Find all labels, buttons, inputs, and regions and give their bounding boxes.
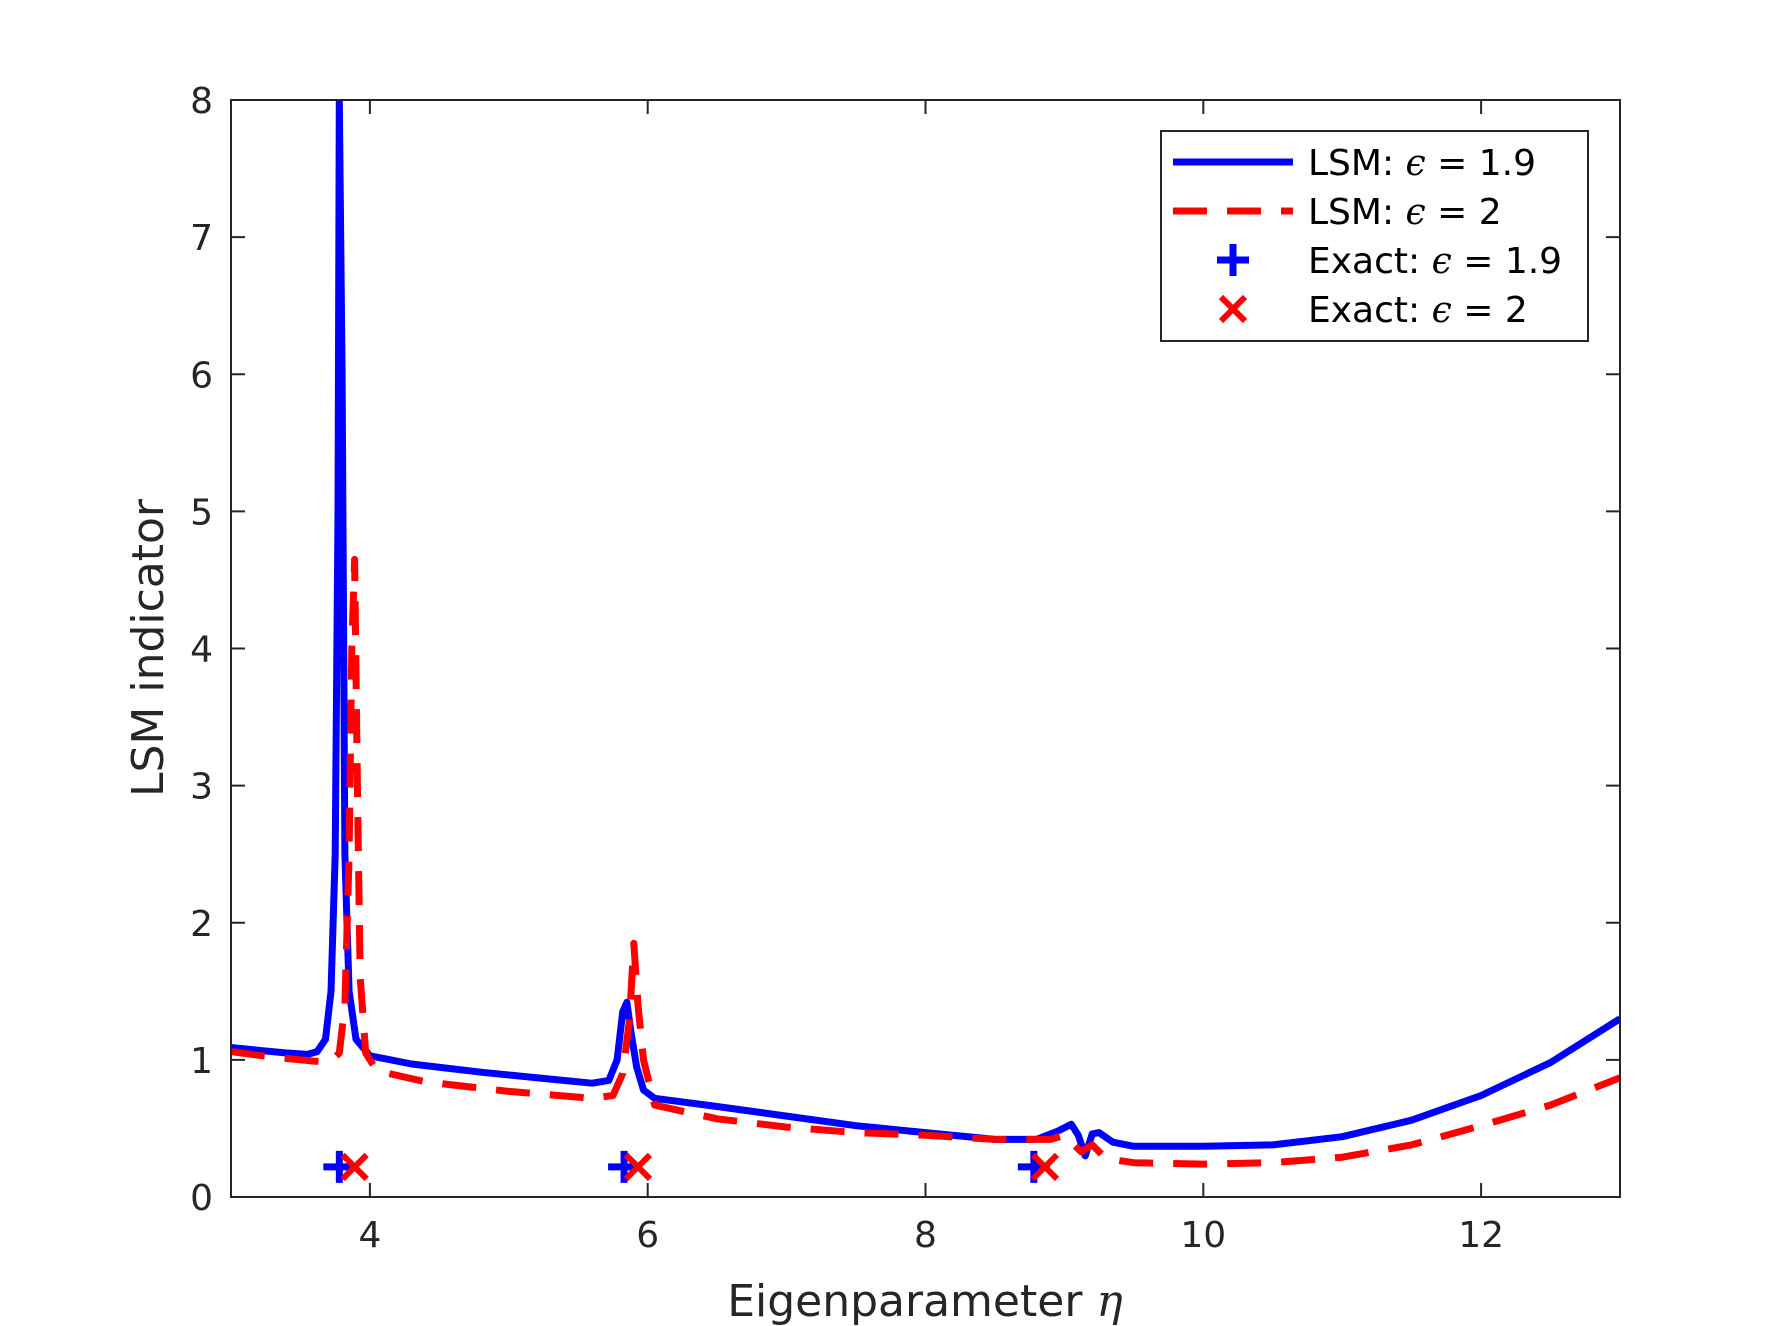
- x-marker: [623, 1152, 653, 1181]
- series-line-1: [231, 100, 1620, 1160]
- legend-marker-swatch: [1218, 294, 1248, 324]
- legend: LSM: ϵ = 1.9 LSM: ϵ = 2 Exact: ϵ = 1.9 Exac…: [1160, 130, 1589, 342]
- legend-marker-swatch: [1217, 244, 1249, 276]
- x-axis-label: Eigenparameter η: [727, 1276, 1123, 1326]
- y-axis-label: LSM indicator: [123, 498, 174, 797]
- series-line-2: [231, 555, 1620, 1168]
- legend-entry-1: LSM: ϵ = 1.9: [1173, 143, 1536, 184]
- legend-entry-3: Exact: ϵ = 1.9: [1217, 241, 1562, 282]
- x-marker: [340, 1152, 369, 1181]
- y-tick-label: 6: [190, 355, 213, 396]
- legend-label: LSM: ϵ = 2: [1308, 192, 1502, 233]
- y-tick-label: 4: [190, 630, 213, 671]
- x-tick-label: 10: [1180, 1215, 1226, 1256]
- legend-entry-2: LSM: ϵ = 2: [1173, 192, 1502, 233]
- y-tick-label: 8: [190, 81, 213, 122]
- y-tick-label: 2: [190, 904, 213, 945]
- x-marker: [1030, 1152, 1060, 1181]
- legend-items: LSM: ϵ = 1.9 LSM: ϵ = 2 Exact: ϵ = 1.9 Exac…: [1173, 143, 1562, 331]
- legend-label: Exact: ϵ = 1.9: [1308, 241, 1562, 282]
- series-layer: [231, 100, 1620, 1168]
- y-tick-label: 1: [190, 1041, 213, 1082]
- marker-layer: [323, 1150, 1060, 1183]
- y-tick-label: 5: [190, 492, 213, 533]
- x-tick-label: 12: [1458, 1215, 1504, 1256]
- y-tick-label: 7: [190, 218, 213, 259]
- y-tick-label: 3: [190, 767, 213, 808]
- legend-label: Exact: ϵ = 2: [1308, 290, 1528, 331]
- x-tick-label: 6: [636, 1215, 659, 1256]
- plus-marker: [323, 1150, 356, 1183]
- legend-entry-4: Exact: ϵ = 2: [1218, 290, 1528, 331]
- x-tick-label: 8: [914, 1215, 937, 1256]
- legend-label: LSM: ϵ = 1.9: [1308, 143, 1536, 184]
- x-tick-label: 4: [358, 1215, 381, 1256]
- y-tick-label: 0: [190, 1178, 213, 1219]
